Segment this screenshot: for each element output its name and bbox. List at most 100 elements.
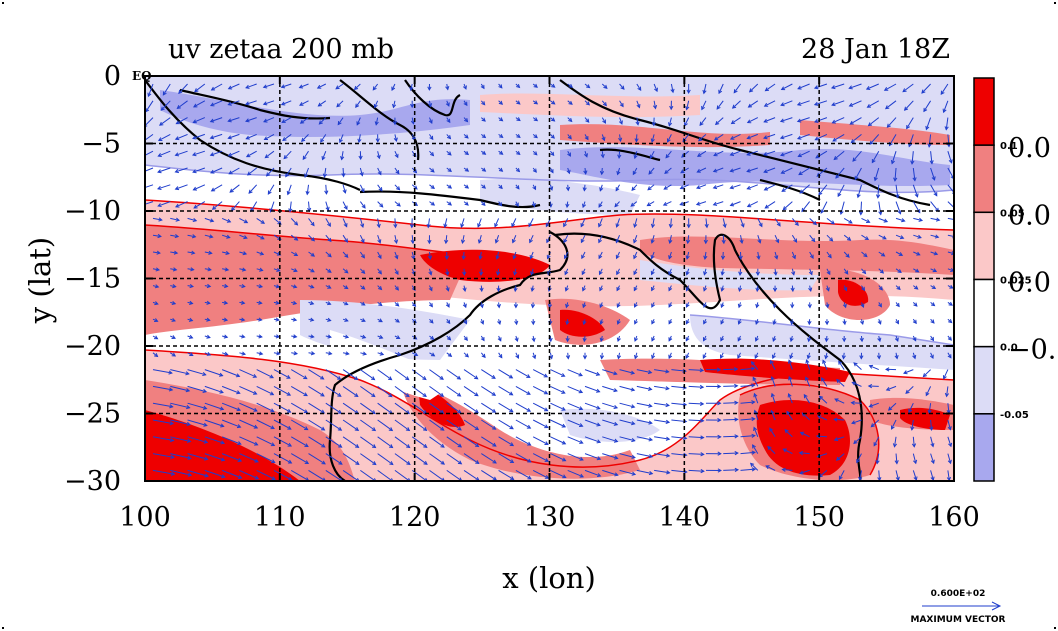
wind-vector-head (944, 392, 950, 398)
wind-vector-head (873, 442, 878, 447)
wind-vector-head (632, 170, 637, 176)
axis-ticks (144, 75, 955, 482)
wind-vector-head (227, 152, 233, 157)
wind-vector (798, 167, 810, 175)
wind-vector-head (699, 121, 704, 127)
wind-vector-head (264, 154, 269, 159)
wind-vector (228, 150, 240, 157)
wind-vector-head (529, 238, 533, 244)
wind-vector (245, 100, 257, 105)
wind-vector-head (830, 220, 835, 225)
wind-vector-head (651, 320, 656, 325)
wind-vector-head (223, 334, 229, 339)
wind-vector (947, 201, 954, 209)
wind-vector (498, 402, 514, 413)
wind-vector-head (636, 103, 641, 109)
wind-vector (769, 428, 776, 438)
wind-vector-head (550, 134, 555, 139)
wind-vector (187, 469, 209, 477)
wind-vector-head (562, 474, 567, 479)
wind-vector (861, 234, 869, 240)
wind-vector-head (720, 255, 726, 261)
wind-vector-head (568, 100, 573, 105)
wind-vector (211, 184, 223, 192)
wind-vector-head (596, 388, 601, 393)
wind-vector-head (236, 390, 241, 395)
wind-vector-head (172, 284, 177, 289)
wind-vector (567, 469, 584, 478)
wind-vector (228, 100, 240, 106)
wind-vector-head (439, 392, 445, 397)
wind-vector-head (866, 103, 871, 108)
wind-vector-head (225, 250, 230, 256)
wind-vector-head (550, 117, 556, 122)
wind-vector-head (917, 234, 922, 239)
wind-vector (930, 151, 933, 164)
wind-vector (636, 369, 652, 374)
wind-vector (648, 167, 655, 175)
wind-vector-head (779, 118, 785, 123)
wind-vector-head (510, 476, 515, 480)
wind-vector-head (236, 407, 242, 412)
wind-vector-head (361, 204, 366, 209)
wind-vector (335, 83, 344, 90)
wind-vector (722, 218, 726, 228)
wind-vector (814, 117, 828, 123)
wind-vector-head (481, 117, 486, 122)
wind-vector (256, 402, 274, 413)
wind-vector-head (405, 427, 411, 432)
wind-vector (788, 376, 793, 387)
wind-vector-head (241, 267, 247, 272)
wind-vector-head (492, 476, 498, 481)
wind-vector-head (460, 223, 465, 228)
wind-vector (515, 469, 532, 480)
wind-vector-head (481, 184, 487, 189)
wind-vector-head (751, 467, 757, 472)
wind-vector-head (665, 369, 670, 374)
wind-vector (783, 448, 793, 455)
wind-vector-head (310, 221, 315, 227)
wind-vector (256, 385, 274, 396)
wind-vector-head (253, 424, 259, 429)
wind-vector-head (226, 218, 232, 223)
wind-vector-head (944, 126, 949, 131)
wind-vector-head (717, 451, 722, 456)
wind-vector (308, 251, 315, 257)
wind-vector (175, 150, 188, 156)
corner-mark-tl (2, 2, 4, 4)
wind-vector-head (243, 235, 248, 240)
wind-vector-head (544, 475, 550, 479)
wind-vector (767, 446, 776, 454)
wind-vector (299, 100, 309, 106)
wind-vector (763, 150, 776, 156)
wind-vector (325, 453, 343, 465)
wind-vector (670, 218, 672, 228)
wind-vector-head (615, 239, 620, 244)
wind-vector-head (811, 237, 816, 243)
wind-vector (580, 218, 586, 227)
wind-vector-head (930, 302, 936, 307)
wind-vector (308, 201, 310, 212)
wind-vector-head (509, 425, 514, 430)
wind-vector (874, 167, 880, 181)
wind-vector (788, 393, 793, 404)
wind-vector (782, 468, 793, 471)
wind-vector-head (746, 185, 751, 190)
wind-vector-head (755, 287, 760, 293)
wind-vector (851, 134, 862, 143)
wind-vector-head (253, 407, 258, 412)
wind-vector-head (903, 106, 909, 111)
wind-vector-head (752, 376, 757, 381)
wind-vector-head (445, 287, 450, 292)
wind-vector (817, 415, 828, 421)
y-tick-label: −20 (64, 331, 121, 362)
wind-vector (947, 470, 950, 481)
wind-vector-head (948, 159, 953, 164)
wind-vector (429, 385, 444, 397)
wind-vector (178, 83, 188, 94)
wind-vector-head (158, 217, 163, 222)
wind-vector-head (320, 392, 325, 397)
wind-vector (886, 117, 897, 128)
wind-vector-head (599, 320, 604, 325)
wind-vector-head (513, 271, 518, 276)
